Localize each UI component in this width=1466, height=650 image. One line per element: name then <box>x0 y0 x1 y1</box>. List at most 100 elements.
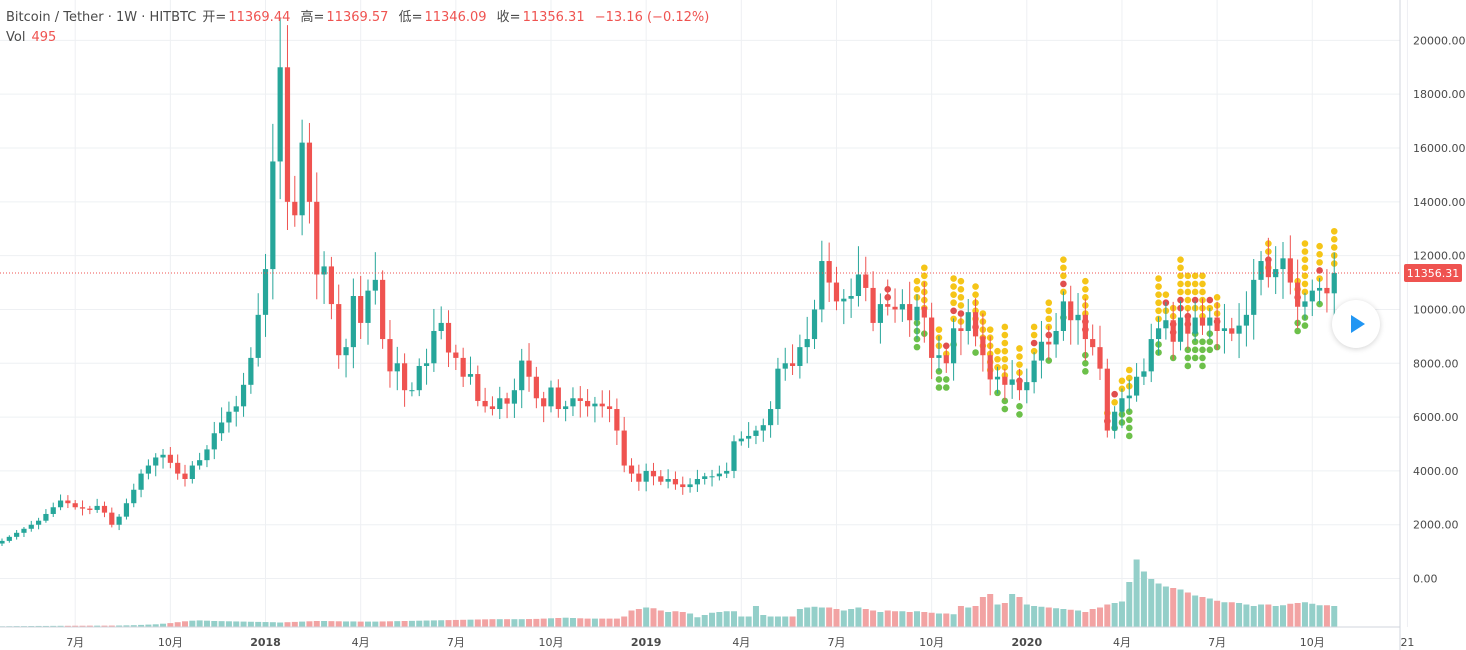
candle-body <box>1119 398 1125 412</box>
candle-body <box>1068 301 1074 321</box>
volume-bar <box>994 604 1001 627</box>
candle-body <box>943 355 949 364</box>
volume-bar <box>94 625 101 627</box>
marker-dot <box>957 277 965 285</box>
y-tick-label: 12000.00 <box>1413 250 1466 263</box>
marker-dot <box>1001 355 1009 363</box>
marker-dot <box>1199 354 1206 362</box>
candle-body <box>1163 320 1169 329</box>
volume-bar <box>892 611 899 627</box>
candle-body <box>372 279 378 291</box>
candle-body <box>775 368 781 410</box>
candle-body <box>336 304 342 356</box>
candle-body <box>79 507 86 509</box>
volume-bar <box>386 621 393 627</box>
marker-dot <box>1213 294 1221 301</box>
volume-bar <box>731 611 737 627</box>
candle-body <box>555 387 561 410</box>
candle-body <box>621 430 627 466</box>
marker-dot <box>1016 403 1023 410</box>
candle-body <box>606 406 613 410</box>
candle-body <box>0 540 5 544</box>
candle-body <box>489 406 496 410</box>
x-tick-label: 7月 <box>1208 636 1226 649</box>
candle-body <box>833 282 840 302</box>
candle-body <box>1317 287 1323 291</box>
volume-bar <box>240 621 247 627</box>
candle-body <box>1060 301 1066 331</box>
marker-dot <box>1155 307 1162 315</box>
candle-body <box>423 363 430 366</box>
candle-body <box>1104 368 1110 431</box>
volume-bar <box>101 625 108 627</box>
y-tick-label: 16000.00 <box>1413 142 1466 155</box>
volume-bar <box>877 612 884 627</box>
marker-dot <box>1316 250 1323 258</box>
candle-body <box>1112 411 1118 431</box>
y-tick-label: 0.00 <box>1413 573 1438 586</box>
volume-bar <box>262 622 269 627</box>
volume-bars <box>0 559 1338 627</box>
candle-body <box>1148 339 1154 372</box>
volume-bar <box>767 616 774 627</box>
candle-body <box>380 279 386 340</box>
marker-dot <box>994 355 1001 363</box>
x-tick-label: 4月 <box>352 636 370 649</box>
volume-bar <box>606 618 613 627</box>
volume-bar <box>818 607 825 627</box>
candle-body <box>358 296 364 323</box>
candle-body <box>299 142 305 216</box>
volume-bar <box>591 618 598 627</box>
volume-bar <box>489 619 496 627</box>
volume-bar <box>1038 606 1045 627</box>
volume-bar <box>167 623 174 627</box>
volume-bar <box>1133 559 1140 627</box>
volume-bar <box>811 606 818 627</box>
symbol-legend: Bitcoin / Tether · 1W · HITBTC 开= 11369.4… <box>6 6 715 25</box>
volume-bar <box>789 616 796 627</box>
marker-dot <box>950 291 957 298</box>
high-label: 高= <box>300 10 325 25</box>
marker-dot <box>935 384 943 391</box>
volume-bar <box>774 616 781 627</box>
marker-dot <box>1111 390 1118 398</box>
candle-body <box>929 317 935 358</box>
marker-dot <box>1082 285 1089 293</box>
candle-body <box>541 398 547 407</box>
marker-dot <box>1016 361 1023 368</box>
volume-bar <box>694 617 701 627</box>
x-tick-label: 7月 <box>66 636 84 649</box>
candle-body <box>885 304 891 307</box>
volume-bar <box>723 611 730 627</box>
volume-bar <box>335 621 342 627</box>
marker-dot <box>1301 248 1309 255</box>
close-value: 11356.31 <box>522 10 585 25</box>
volume-bar <box>1199 597 1206 627</box>
volume-bar <box>474 619 481 627</box>
volume-bar <box>1148 579 1155 627</box>
volume-bar <box>1301 602 1308 627</box>
marker-dot <box>942 384 950 391</box>
volume-bar <box>987 594 994 627</box>
candle-body <box>570 398 576 407</box>
candle-body <box>1009 379 1015 385</box>
candle-body <box>731 441 737 471</box>
volume-bar <box>138 624 145 627</box>
candle-body <box>306 142 313 202</box>
volume-bar <box>35 625 42 627</box>
volume-bar <box>423 620 430 627</box>
candle-body <box>87 508 93 510</box>
marker-dot <box>913 343 921 351</box>
play-button[interactable] <box>1332 300 1380 348</box>
volume-bar <box>1155 583 1162 627</box>
volume-bar <box>152 624 159 627</box>
marker-dot <box>950 299 957 307</box>
marker-dot <box>1060 264 1067 272</box>
symbol-title: Bitcoin / Tether · 1W · HITBTC <box>6 10 197 25</box>
candle-body <box>197 460 203 466</box>
candle-body <box>987 355 993 380</box>
volume-bar <box>862 609 869 627</box>
volume-bar <box>1294 603 1301 627</box>
volume-bar <box>203 620 210 627</box>
